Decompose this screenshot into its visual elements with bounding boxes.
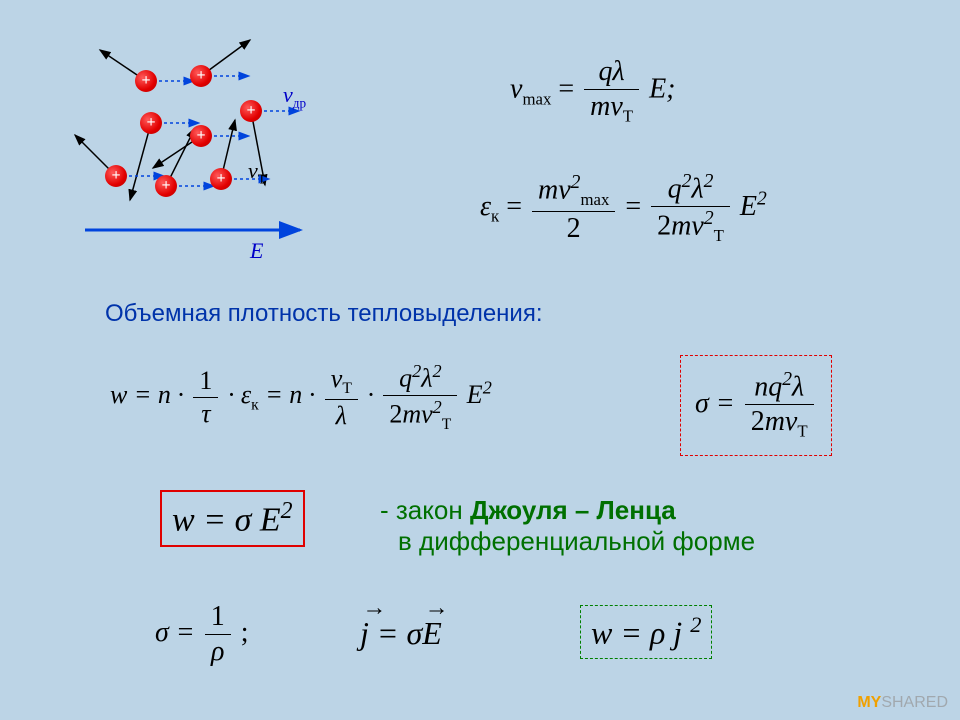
charge-particle: + <box>135 70 157 92</box>
section-title: Объемная плотность тепловыделения: <box>105 300 543 328</box>
formula-j-sigma-E: j = σE <box>360 615 442 652</box>
formula-sigma-box: σ = nq2λ 2mvT <box>680 355 832 456</box>
formula-w-expansion: w = n · 1 τ · εк = n · vT λ · q2λ2 2mv2T… <box>110 360 492 435</box>
label-v-thermal: vT <box>248 158 266 187</box>
charge-particle: + <box>140 112 162 134</box>
formula-sigma-rho: σ = 1 ρ ; <box>155 600 248 669</box>
formula-joule-lenz-box: w = σ E2 <box>160 490 305 547</box>
charge-particle: + <box>210 168 232 190</box>
drift-diagram <box>0 0 340 270</box>
charge-particle: + <box>105 165 127 187</box>
formula-epsilon-k: εк = mv2max 2 = q2λ2 2mv2T E2 <box>480 170 767 247</box>
formula-vmax: vmax = qλ mvT E; <box>510 55 676 128</box>
watermark: MYSHARED <box>857 694 948 712</box>
charge-particle: + <box>190 125 212 147</box>
charge-particle: + <box>240 100 262 122</box>
label-E-field: E <box>250 238 263 264</box>
label-v-drift: vдр <box>283 82 306 111</box>
law-text: - закон Джоуля – Ленца в дифференциально… <box>380 495 755 557</box>
charge-particle: + <box>190 65 212 87</box>
charge-particle: + <box>155 175 177 197</box>
formula-w-rho-j2-box: w = ρ j 2 <box>580 605 712 659</box>
